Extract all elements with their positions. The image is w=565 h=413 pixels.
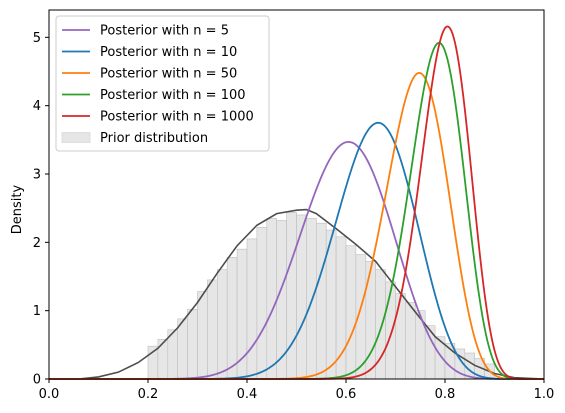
prior-bar [405,302,416,380]
x-tick-label: 1.0 [534,387,555,402]
prior-bar [157,339,169,380]
prior-bar [177,318,188,380]
y-tick-label: 2 [33,236,41,251]
prior-bar [306,218,317,380]
x-tick-label: 0.2 [138,387,159,402]
x-tick-label: 0.4 [237,387,258,402]
y-axis-label: Density [10,184,25,234]
legend-label: Posterior with n = 5 [100,24,229,39]
legend-swatch [61,132,91,143]
axes-frame [48,9,545,380]
legend-label: Posterior with n = 1000 [100,110,254,125]
y-axis: 0 1 2 3 4 5 [33,31,49,388]
legend-label: Posterior with n = 10 [100,45,237,60]
y-tick-label: 4 [33,99,41,114]
y-tick-label: 5 [33,31,41,46]
x-tick-label: 0.0 [39,387,60,402]
prior-bar [414,310,426,380]
prior-bar [217,269,228,380]
prior-curve [49,208,545,380]
prior-bar [395,293,406,380]
x-tick-label: 0.8 [435,387,456,402]
prior-bar [266,218,277,380]
y-tick-label: 1 [33,304,41,319]
legend-box [55,15,270,152]
prior-bar [286,211,297,380]
legend-label: Posterior with n = 100 [100,88,246,103]
prior-bar [365,261,376,380]
prior-bar [187,308,198,380]
prior-bar [385,281,396,380]
prior-bar [315,222,327,380]
prior-histogram [49,208,545,380]
prior-bar [276,220,287,380]
legend-label: Posterior with n = 50 [100,67,237,82]
plot-area [49,25,545,380]
legend: Posterior with n = 5 Posterior with n = 1… [55,15,270,152]
prior-bar [335,236,347,380]
x-axis: 0.0 0.2 0.4 0.6 0.8 1.0 [39,379,555,402]
legend-label: Prior distribution [100,131,208,146]
y-tick-label: 3 [33,168,41,183]
prior-bar [246,238,258,380]
prior-bar [197,291,208,380]
prior-bar [345,245,357,380]
x-tick-label: 0.6 [336,387,357,402]
y-tick-label: 0 [33,373,41,388]
prior-bar [226,257,238,380]
prior-bar [256,227,268,380]
prior-bar [207,279,218,380]
